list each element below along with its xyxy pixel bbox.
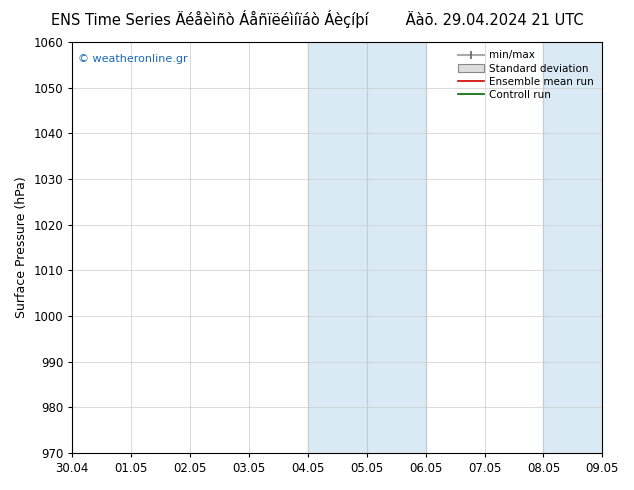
- Legend: min/max, Standard deviation, Ensemble mean run, Controll run: min/max, Standard deviation, Ensemble me…: [455, 47, 597, 103]
- Text: © weatheronline.gr: © weatheronline.gr: [77, 54, 187, 64]
- Bar: [366, 42, 425, 453]
- Bar: [308, 42, 366, 453]
- Text: ENS Time Series Äéåèìñò Áåñïëéìíïáò Áèçíþí        Äàõ. 29.04.2024 21 UTC: ENS Time Series Äéåèìñò Áåñïëéìíïáò Áèçí…: [51, 10, 583, 28]
- Bar: [543, 42, 602, 453]
- Y-axis label: Surface Pressure (hPa): Surface Pressure (hPa): [15, 176, 28, 318]
